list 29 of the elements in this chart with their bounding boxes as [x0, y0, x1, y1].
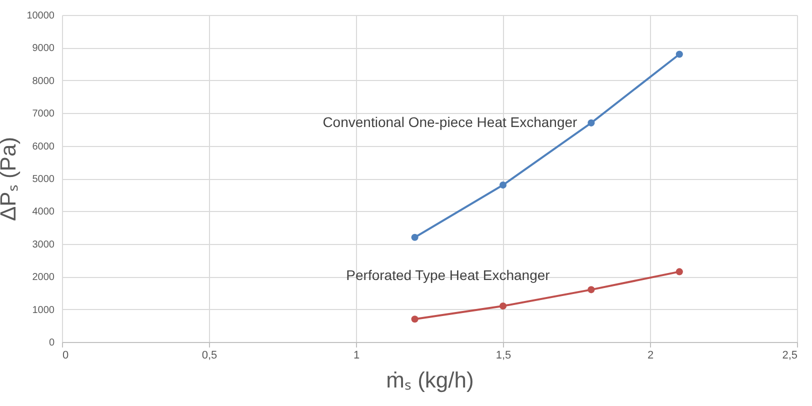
x-axis-title: ṁₛ (kg/h) [386, 368, 474, 392]
point [676, 50, 683, 58]
y-tick-label: 7000 [32, 108, 55, 120]
x-tick-label: 1,5 [496, 350, 512, 362]
point [411, 316, 418, 323]
x-tick-label: 2 [647, 350, 654, 362]
series-label: Conventional One-piece Heat Exchanger [322, 114, 578, 130]
x-tick-label: 0 [62, 350, 69, 362]
y-tick-label: 10000 [26, 10, 55, 22]
y-tick-label: 9000 [32, 43, 55, 54]
y-tick-label: 1000 [32, 304, 55, 316]
y-tick-label: 6000 [32, 141, 55, 152]
point [588, 119, 595, 126]
point [676, 268, 683, 276]
point [499, 182, 507, 189]
y-tick-label: 3000 [32, 239, 55, 250]
point [499, 302, 507, 310]
x-tick-label: 1 [353, 350, 360, 362]
series-label: Perforated Type Heat Exchanger [346, 267, 550, 284]
x-tick-label: 0,5 [202, 350, 218, 362]
point [411, 234, 418, 241]
point [588, 286, 595, 294]
y-tick-label: 2000 [32, 272, 55, 284]
y-axis-title: ΔPₛ (Pa) [0, 136, 21, 222]
y-tick-label: 8000 [32, 76, 55, 87]
y-tick-label: 4000 [32, 206, 55, 218]
y-tick-label: 5000 [32, 174, 55, 185]
x-tick-label: 2,5 [782, 350, 798, 362]
y-tick-label: 0 [48, 338, 55, 348]
